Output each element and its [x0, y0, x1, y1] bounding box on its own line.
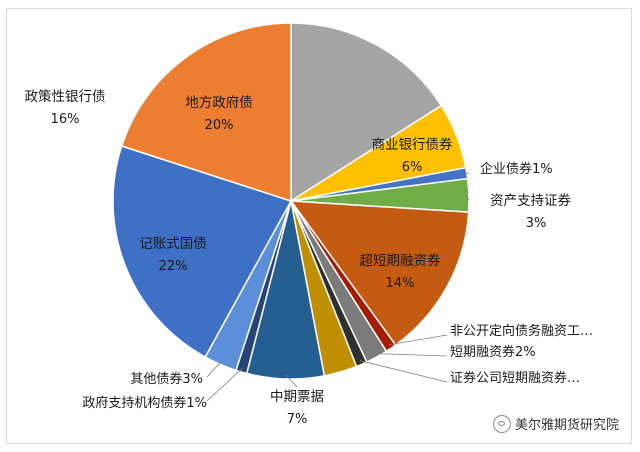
- leader-line: [206, 367, 243, 402]
- leader-line: [462, 172, 470, 175]
- slice-value-label: 20%: [205, 118, 234, 133]
- pie-slice: [120, 22, 292, 203]
- watermark: 美尔雅期货研究院: [492, 414, 619, 433]
- slice-name-label: 商业银行债券: [372, 137, 453, 153]
- data-label: 短期融资券2%: [450, 344, 536, 360]
- wechat-icon: [492, 414, 511, 433]
- slice-name-label: 地方政府债: [185, 95, 253, 111]
- leader-line: [388, 334, 448, 346]
- pie-chart: 政策性银行债 16% 商业银行债券 6% 企业债券1% 资产支持证券 3% 超短期融资券 14%…: [25, 22, 593, 427]
- pie-slice: [112, 145, 293, 358]
- leader-line: [374, 353, 448, 357]
- slice-name-label: 超短期融资券: [360, 253, 441, 269]
- pie-slice: [289, 200, 470, 347]
- slice-name-label: 中期票据: [270, 389, 324, 405]
- chart-frame: 政策性银行债 16% 商业银行债券 6% 企业债券1% 资产支持证券 3% 超短期融资券 14%…: [6, 8, 632, 444]
- slice-value-label: 16%: [51, 112, 80, 127]
- slice-value-label: 6%: [402, 160, 423, 175]
- data-label: 证券公司短期融资券…: [450, 370, 580, 386]
- leader-line: [206, 360, 223, 378]
- data-label: 政府支持机构债券1%: [82, 395, 207, 411]
- slice-value-label: 14%: [386, 276, 415, 291]
- slice-name-label: 政策性银行债: [25, 88, 106, 105]
- leader-line: [285, 374, 298, 388]
- data-label: 其他债券3%: [130, 371, 203, 387]
- leader-line: [360, 360, 448, 383]
- slice-name-label: 资产支持证券: [490, 193, 571, 209]
- data-label: 企业债券1%: [480, 161, 553, 177]
- data-label: 非公开定向债务融资工…: [450, 323, 593, 339]
- pie-slice: [290, 22, 443, 203]
- slice-value-label: 7%: [287, 412, 308, 427]
- watermark-text: 美尔雅期货研究院: [514, 418, 619, 433]
- slice-value-label: 22%: [159, 259, 188, 274]
- slice-value-label: 3%: [526, 216, 547, 231]
- leader-line: [464, 195, 470, 201]
- slice-name-label: 记账式国债: [139, 236, 207, 252]
